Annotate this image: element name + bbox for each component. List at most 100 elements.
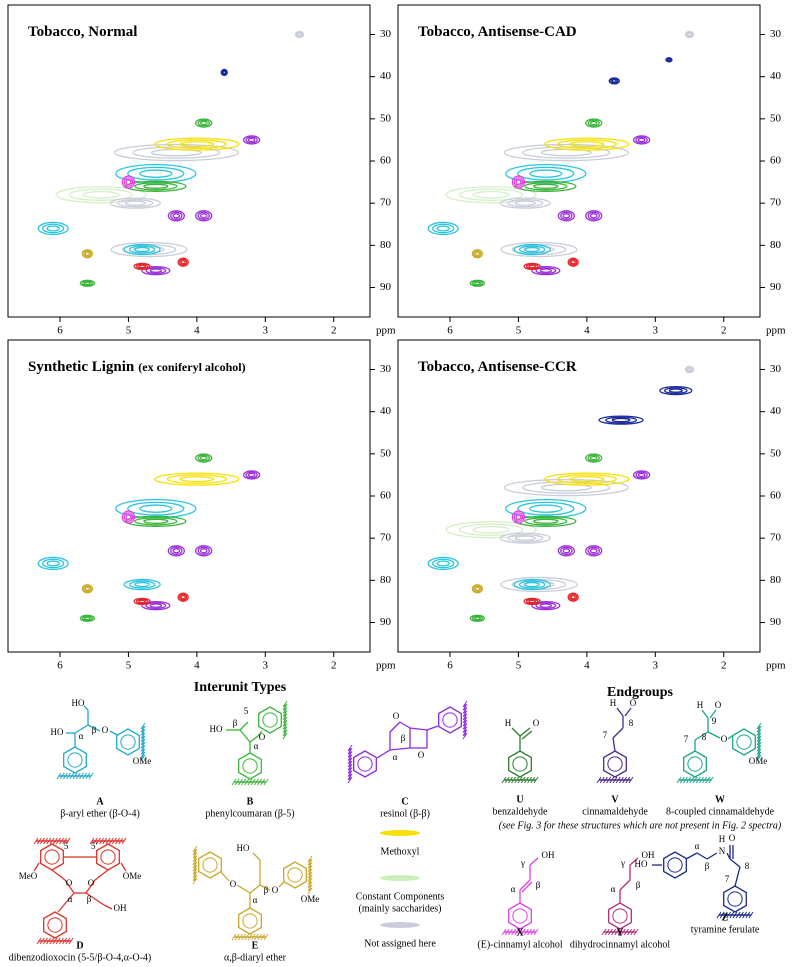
polymer-hatch: [462, 710, 468, 717]
polymer-hatch: [511, 928, 517, 936]
y-tick-label: 90: [380, 281, 392, 293]
polymer-hatch: [609, 776, 615, 784]
atom-label: HO: [210, 724, 223, 734]
polymer-hatch: [282, 707, 288, 714]
polymer-hatch: [192, 852, 198, 859]
y-tick-label: 60: [770, 155, 782, 167]
panel-title: Tobacco, Antisense-CCR: [418, 359, 577, 375]
atom-label: 5: [244, 706, 249, 716]
polymer-hatch: [59, 772, 65, 780]
polymer-hatch: [241, 778, 247, 786]
contour: [515, 514, 522, 521]
bond: [511, 727, 521, 737]
atom-label: γ: [520, 858, 525, 868]
contour: [127, 166, 185, 181]
polymer-hatch: [606, 776, 612, 784]
polymer-hatch: [504, 928, 510, 936]
spectrum-panel: Synthetic Lignin (ex coniferyl alcohol) 30…: [7, 339, 396, 672]
polymer-hatch: [234, 778, 240, 786]
aromatic-ring: [283, 861, 307, 889]
bond: [259, 884, 271, 891]
atom-label: β: [92, 725, 97, 735]
polymer-hatch: [260, 778, 266, 786]
atom-label: H: [719, 834, 726, 844]
polymer-hatch: [501, 776, 507, 784]
contour: [154, 472, 240, 486]
bond: [94, 869, 109, 881]
contour: [197, 546, 210, 555]
polymer-hatch: [105, 837, 111, 845]
contour: [133, 597, 151, 606]
bond: [707, 731, 721, 739]
contour: [557, 210, 575, 222]
contour: [684, 30, 695, 39]
structure-letter: B: [247, 796, 254, 807]
bond: [729, 858, 741, 868]
atom-label: α: [695, 841, 700, 851]
contour: [533, 183, 559, 189]
ring-inner: [262, 712, 278, 728]
polymer-hatch: [347, 763, 353, 771]
polymer-hatch: [628, 776, 634, 784]
contour: [471, 615, 483, 622]
contour: [37, 221, 69, 236]
x-tick-label: 3: [263, 325, 269, 337]
contour: [125, 514, 132, 521]
contour: [518, 580, 546, 589]
contour: [179, 593, 188, 601]
contour: [245, 136, 258, 144]
polymer-hatch: [533, 928, 539, 936]
contour: [179, 141, 215, 148]
contour: [427, 556, 459, 571]
polymer-hatch: [514, 776, 520, 784]
structure-letter: X: [516, 927, 524, 938]
polymer-hatch: [46, 937, 52, 945]
polymer-hatch: [250, 933, 256, 941]
contour: [469, 279, 486, 287]
structure-letter: U: [516, 794, 523, 805]
legend-label: Not assigned here: [364, 938, 436, 949]
polymer-hatch: [257, 778, 263, 786]
polymer-hatch: [307, 868, 313, 876]
contour: [42, 223, 65, 234]
y-tick-label: 70: [380, 532, 392, 544]
contour: [145, 267, 167, 275]
polymer-hatch: [347, 770, 353, 777]
bond: [519, 727, 531, 737]
contour: [500, 241, 578, 258]
contour: [83, 250, 92, 258]
bond: [83, 705, 89, 711]
panel-title: Tobacco, Antisense-CAD: [418, 24, 577, 40]
contour: [128, 580, 156, 589]
contour: [197, 119, 210, 127]
contour: [503, 143, 629, 162]
bond: [696, 852, 708, 860]
polymer-hatch: [347, 757, 353, 765]
contour: [179, 476, 215, 483]
contour: [134, 246, 150, 253]
contour: [220, 68, 228, 77]
contour: [297, 32, 302, 37]
structure-letter: A: [96, 796, 104, 807]
bond: [624, 707, 632, 717]
bond: [278, 881, 285, 888]
atom-label: MeO: [19, 871, 38, 881]
x-tick-label: 4: [194, 325, 200, 337]
polymer-hatch: [676, 776, 682, 784]
polymer-hatch: [307, 865, 313, 872]
y-tick-label: 40: [770, 405, 782, 417]
polymer-hatch: [623, 928, 629, 936]
ring-inner: [612, 908, 628, 924]
polymer-hatch: [719, 911, 725, 919]
polymer-hatch: [627, 928, 633, 936]
structure-name: tyramine ferulate: [691, 924, 760, 935]
contour: [513, 177, 524, 187]
bond: [727, 735, 733, 740]
atom-label: O: [102, 725, 109, 735]
polymer-hatch: [55, 837, 61, 845]
polymer-hatch: [46, 837, 52, 845]
ring-inner: [242, 758, 258, 774]
y-tick-label: 40: [380, 70, 392, 82]
atom-label: β: [636, 880, 641, 890]
